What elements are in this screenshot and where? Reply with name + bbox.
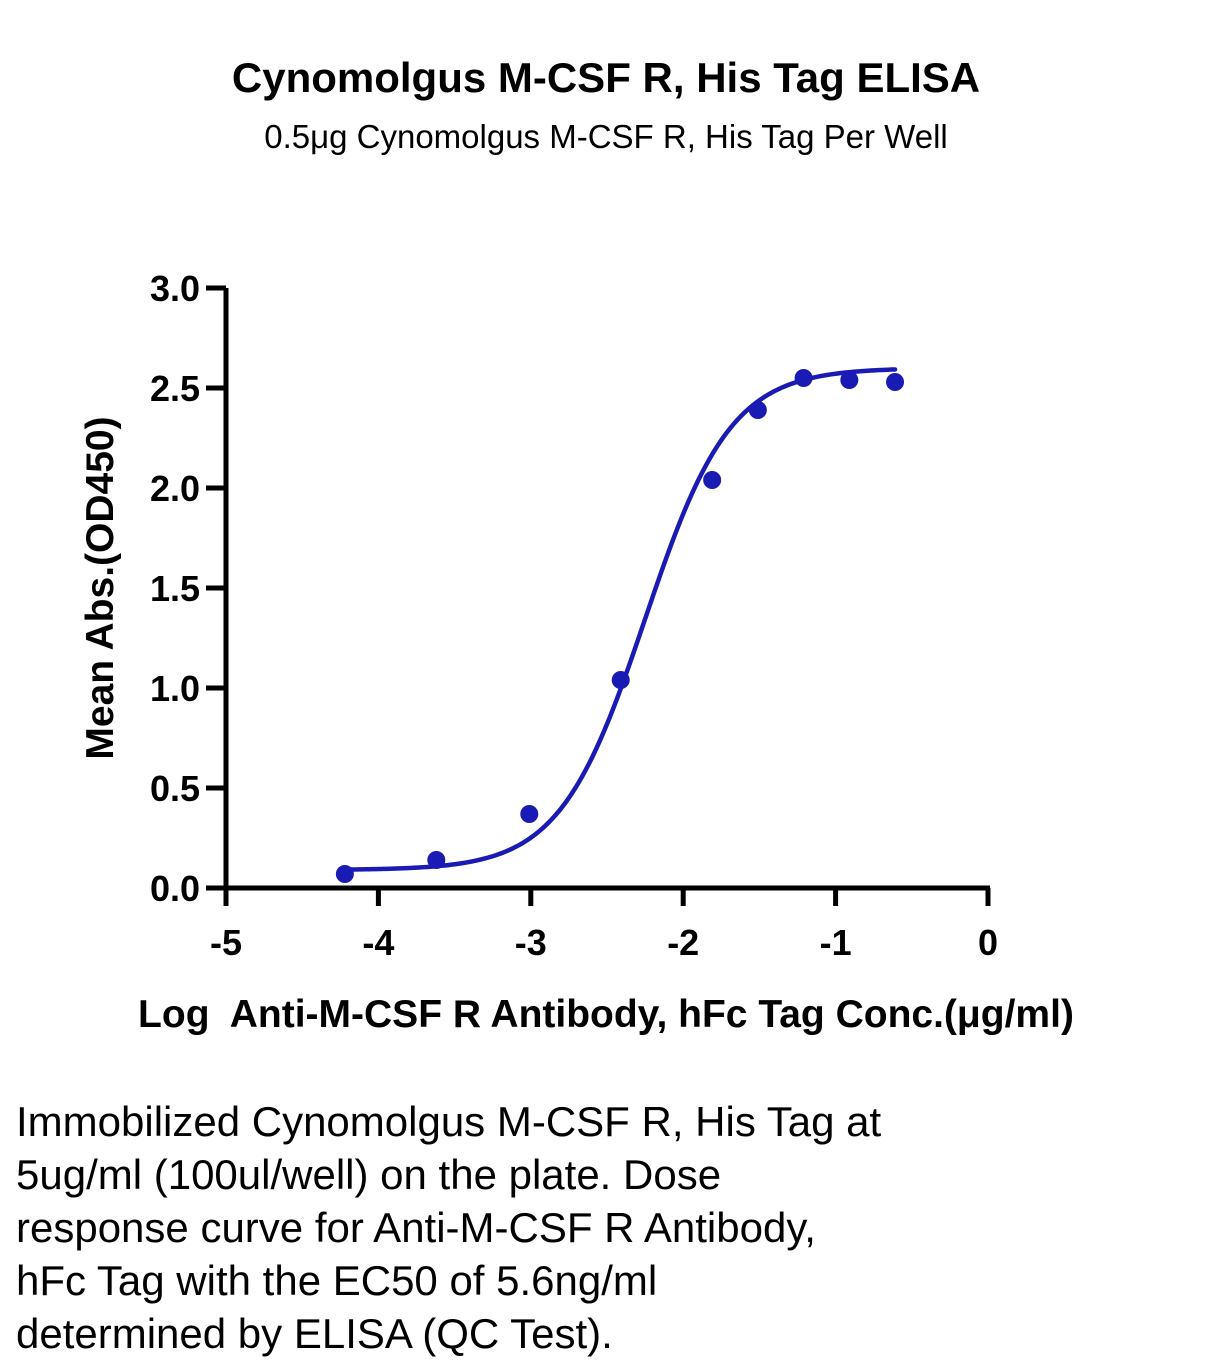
x-tick-label: -2 bbox=[667, 922, 699, 963]
figure-caption: Immobilized Cynomolgus M-CSF R, His Tag … bbox=[16, 1095, 1166, 1360]
chart-title: Cynomolgus M-CSF R, His Tag ELISA bbox=[231, 54, 981, 101]
x-tick-label: -3 bbox=[515, 922, 547, 963]
chart-subtitle: 0.5μg Cynomolgus M-CSF R, His Tag Per We… bbox=[264, 118, 948, 155]
y-tick-label: 2.0 bbox=[150, 468, 200, 509]
x-tick-label: 0 bbox=[978, 922, 998, 963]
data-point bbox=[748, 401, 767, 419]
data-point bbox=[840, 371, 859, 389]
caption-line: Immobilized Cynomolgus M-CSF R, His Tag … bbox=[16, 1098, 882, 1145]
data-point bbox=[703, 471, 722, 489]
y-tick-label: 3.0 bbox=[150, 268, 200, 309]
x-tick-label: -4 bbox=[362, 922, 394, 963]
data-point bbox=[335, 865, 354, 883]
axes bbox=[223, 288, 990, 904]
data-point bbox=[611, 671, 630, 689]
x-axis-label: Log Anti-M-CSF R Antibody, hFc Tag Conc.… bbox=[138, 993, 1074, 1036]
x-axis-ticks: -5 -4 -3 -2 -1 0 bbox=[210, 888, 998, 963]
y-axis-label: Mean Abs.(OD450) bbox=[79, 416, 122, 759]
data-point bbox=[427, 851, 446, 869]
caption-line: 5ug/ml (100ul/well) on the plate. Dose bbox=[16, 1151, 722, 1198]
fit-curve-layer bbox=[342, 367, 898, 872]
caption-line: determined by ELISA (QC Test). bbox=[16, 1310, 613, 1357]
y-axis-ticks: 0.0 0.5 1.0 1.5 2.0 2.5 3.0 bbox=[150, 268, 226, 909]
caption-line: response curve for Anti-M-CSF R Antibody… bbox=[16, 1204, 816, 1251]
data-point bbox=[794, 369, 813, 387]
x-tick-label: -1 bbox=[820, 922, 852, 963]
y-tick-label: 2.5 bbox=[150, 368, 200, 409]
y-tick-label: 0.0 bbox=[150, 868, 200, 909]
data-points-layer bbox=[335, 369, 905, 883]
y-tick-label: 1.5 bbox=[150, 568, 200, 609]
elisa-plot: 0.0 0.5 1.0 1.5 2.0 2.5 3.0 -5 -4 -3 -2 -1 0 Mean A… bbox=[79, 268, 998, 963]
x-tick-label: -5 bbox=[210, 922, 242, 963]
data-point bbox=[520, 805, 539, 823]
y-tick-label: 0.5 bbox=[150, 768, 200, 809]
data-point bbox=[886, 373, 905, 391]
caption-line: hFc Tag with the EC50 of 5.6ng/ml bbox=[16, 1257, 658, 1304]
fit-curve bbox=[342, 367, 898, 872]
y-tick-label: 1.0 bbox=[150, 668, 200, 709]
